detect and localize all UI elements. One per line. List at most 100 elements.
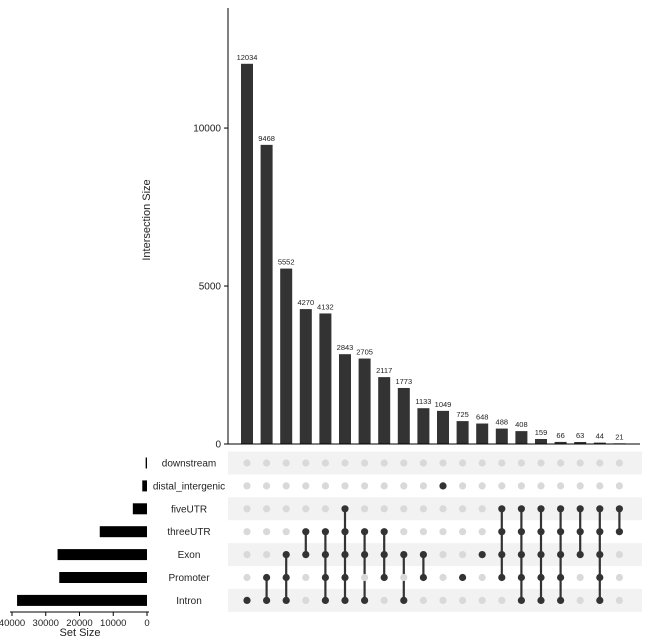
matrix-dot-active <box>498 551 506 559</box>
intersection-bar-value: 4132 <box>317 302 334 311</box>
matrix-dot-inactive <box>341 459 349 467</box>
matrix-dot-active <box>380 551 388 559</box>
intersection-bar <box>535 438 547 444</box>
intersection-bar-value: 2843 <box>337 343 354 352</box>
intersection-bar-value: 21 <box>615 432 623 441</box>
intersection-bar-value: 648 <box>476 413 489 422</box>
intersection-bar <box>574 442 587 444</box>
matrix-dot-inactive <box>419 596 427 605</box>
set-name-label: Promoter <box>168 573 210 584</box>
set-name-label: fiveUTR <box>171 504 207 515</box>
matrix-dot-inactive <box>243 459 251 467</box>
matrix-dot-inactive <box>439 596 447 605</box>
matrix-dot-active <box>576 551 584 559</box>
matrix-dot-active <box>419 551 427 559</box>
intersection-bar-value: 9468 <box>258 134 275 143</box>
matrix-dot-active <box>517 551 526 559</box>
intersection-bar <box>378 377 391 444</box>
matrix-dot-inactive <box>302 482 310 490</box>
matrix-dot-inactive <box>361 459 369 467</box>
matrix-dot-inactive <box>459 459 467 467</box>
matrix-dot-inactive <box>302 459 310 467</box>
matrix-dot-active <box>498 528 506 536</box>
matrix-dot-active <box>557 596 565 605</box>
y-tick-label: 10000 <box>193 124 221 135</box>
matrix-dot-inactive <box>478 505 486 513</box>
y-tick-label: 0 <box>215 440 221 451</box>
intersection-bar-value: 63 <box>576 431 584 440</box>
matrix-dot-inactive <box>282 505 290 513</box>
set-name-label: Intron <box>176 596 202 607</box>
matrix-dot-active <box>263 573 271 582</box>
matrix-stripe-Exon <box>228 543 642 567</box>
matrix-dot-inactive <box>243 482 251 490</box>
matrix-dot-active <box>380 573 388 582</box>
matrix-dot-active <box>361 596 369 605</box>
matrix-dot-active <box>380 528 388 536</box>
intersection-bar <box>241 63 253 445</box>
set-size-bar <box>142 480 147 492</box>
matrix-dot-inactive <box>419 459 427 467</box>
set-x-tick-label: 40000 <box>0 618 25 629</box>
matrix-dot-active <box>341 551 349 559</box>
matrix-dot-inactive <box>596 482 604 490</box>
matrix-dot-active <box>596 528 604 536</box>
matrix-dot-inactive <box>243 528 251 536</box>
matrix-dot-active <box>282 573 290 582</box>
matrix-dot-inactive <box>243 505 251 513</box>
intersection-bar <box>280 268 293 444</box>
set-x-tick-label: 10000 <box>100 618 126 629</box>
matrix-dot-inactive <box>380 459 388 467</box>
intersection-bar <box>593 442 606 444</box>
matrix-dot-inactive <box>439 573 447 582</box>
matrix-dot-inactive <box>615 551 624 559</box>
matrix-dot-inactive <box>615 596 624 605</box>
y-tick-label: 5000 <box>199 282 222 293</box>
matrix-dot-inactive <box>263 459 271 467</box>
matrix-dot-inactive <box>400 482 408 490</box>
matrix-dot-inactive <box>361 505 369 513</box>
matrix-dot-active <box>263 596 271 605</box>
intersection-bar-value: 159 <box>535 428 548 437</box>
axes: 0 5000 10000 40000 30000 20000 10000 0 <box>0 8 640 629</box>
matrix-dot-inactive <box>615 573 624 582</box>
matrix-dot-active <box>302 551 310 559</box>
matrix-dot-active <box>498 573 506 582</box>
intersection-bar-value: 1773 <box>395 377 412 386</box>
intersection-bar <box>495 428 508 444</box>
matrix-dot-active <box>459 573 467 582</box>
membership-matrix <box>243 459 624 605</box>
matrix-dot-active <box>615 505 624 513</box>
set-x-tick-label: 30000 <box>33 618 59 629</box>
matrix-dot-inactive <box>478 482 486 490</box>
set-x-tick-label: 20000 <box>66 618 92 629</box>
matrix-dot-active <box>400 596 408 605</box>
matrix-dot-inactive <box>263 528 271 536</box>
matrix-dot-active <box>596 551 604 559</box>
matrix-dot-inactive <box>478 459 486 467</box>
intersection-bar-value: 1133 <box>415 397 431 406</box>
set-name-label: downstream <box>162 459 216 470</box>
set-size-axis-label: Set Size <box>60 627 101 639</box>
intersection-bar <box>515 431 528 444</box>
set-size-bars <box>17 457 147 606</box>
matrix-dot-active <box>537 505 545 513</box>
matrix-dot-inactive <box>478 528 486 536</box>
matrix-dot-inactive <box>459 505 467 513</box>
intersection-bar-value: 66 <box>556 431 564 440</box>
matrix-row-stripes <box>228 451 642 612</box>
matrix-dot-active <box>282 551 290 559</box>
matrix-dot-inactive <box>361 573 369 582</box>
intersection-bar-value: 408 <box>515 420 528 429</box>
matrix-dot-active <box>341 528 349 536</box>
matrix-dot-active <box>243 596 251 605</box>
matrix-dot-active <box>537 573 545 582</box>
matrix-dot-inactive <box>302 505 310 513</box>
matrix-dot-active <box>596 596 604 605</box>
matrix-dot-active <box>596 505 604 513</box>
matrix-dot-inactive <box>380 482 388 490</box>
intersection-bar <box>456 421 469 444</box>
matrix-dot-active <box>576 505 584 513</box>
matrix-dot-inactive <box>263 505 271 513</box>
